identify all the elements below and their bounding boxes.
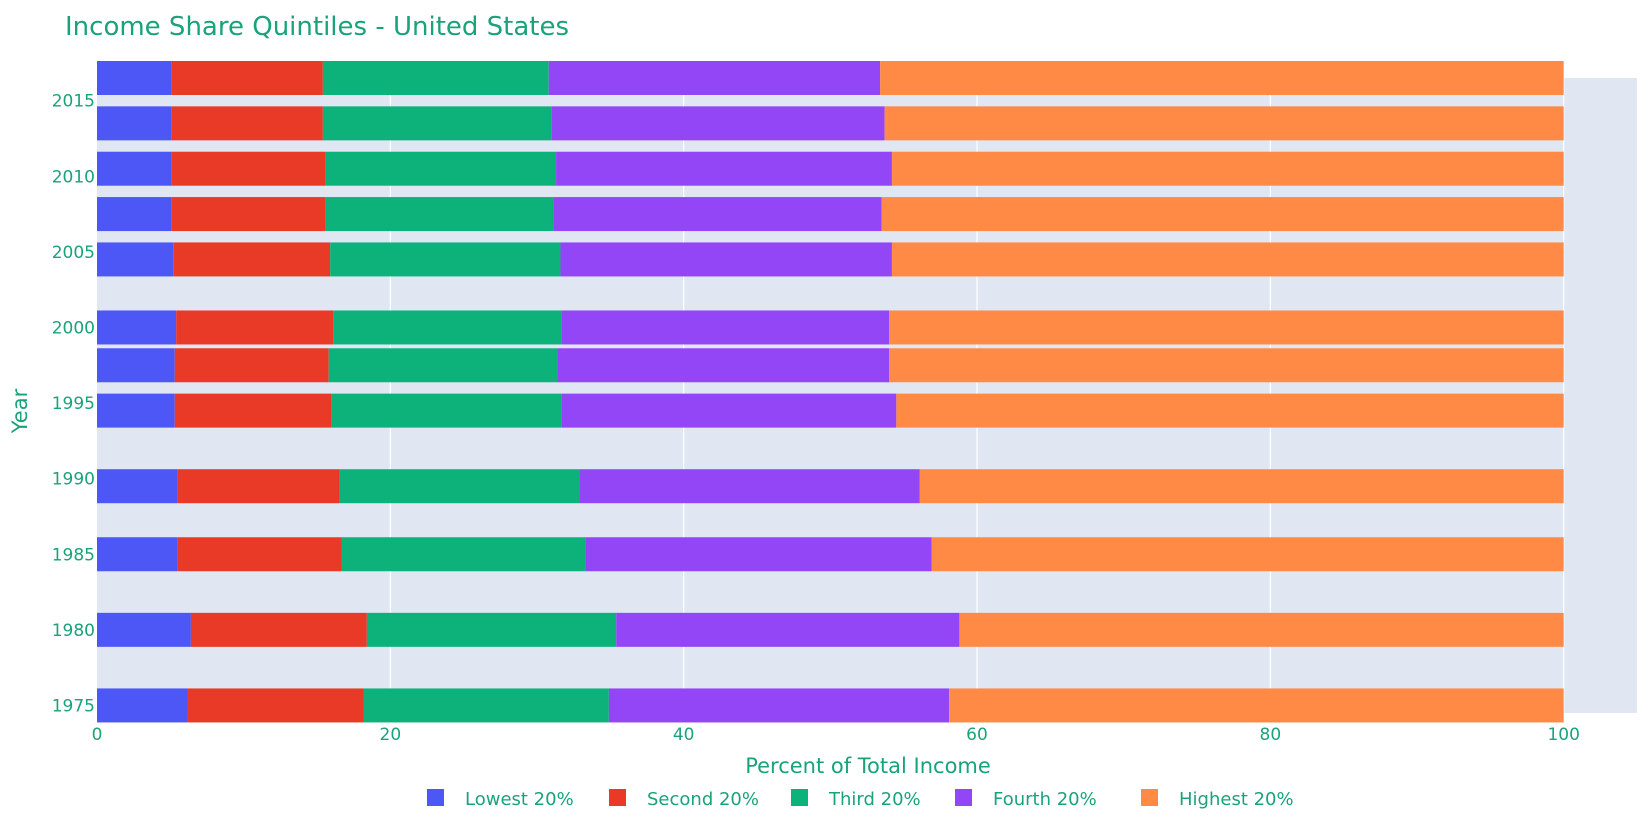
legend-label: Fourth 20%: [993, 789, 1097, 810]
bar-segment[interactable]: [177, 469, 339, 504]
bar-segment[interactable]: [187, 688, 364, 723]
bar-segment[interactable]: [341, 537, 586, 572]
x-tick-label: 0: [92, 725, 103, 745]
bar-segment[interactable]: [171, 197, 326, 232]
bar-segment[interactable]: [889, 310, 1564, 345]
bar-segment[interactable]: [97, 151, 172, 186]
legend-label: Lowest 20%: [465, 789, 574, 810]
bar-segment[interactable]: [553, 197, 882, 232]
bar-segment[interactable]: [325, 151, 557, 186]
bar-segment[interactable]: [176, 310, 334, 345]
legend-item[interactable]: Highest 20%: [1141, 789, 1294, 810]
x-tick-label: 60: [966, 725, 988, 745]
bar-segment[interactable]: [171, 61, 323, 95]
x-tick-label: 20: [380, 725, 402, 745]
legend-label: Highest 20%: [1179, 789, 1294, 810]
bar-segment[interactable]: [97, 469, 178, 504]
bar-segment[interactable]: [363, 688, 609, 723]
legend-swatch: [791, 789, 808, 806]
bar-segment[interactable]: [97, 393, 175, 428]
legend-swatch: [609, 789, 626, 806]
bar-segment[interactable]: [331, 393, 562, 428]
bar-segment[interactable]: [557, 348, 889, 383]
bar-segment[interactable]: [97, 537, 178, 572]
bar-segment[interactable]: [97, 106, 172, 141]
bar-segment[interactable]: [171, 106, 323, 141]
bar-segment[interactable]: [560, 242, 892, 277]
bar-segment[interactable]: [931, 537, 1564, 572]
x-tick-label: 80: [1260, 725, 1282, 745]
bar-segment[interactable]: [171, 151, 326, 186]
x-axis-ticks: 0 20 40 60 80 100: [92, 725, 1580, 745]
x-tick-label: 100: [1547, 725, 1579, 745]
bar-segment[interactable]: [949, 688, 1564, 723]
x-tick-label: 40: [673, 725, 695, 745]
legend[interactable]: Lowest 20% Second 20% Third 20% Fourth 20% H…: [427, 789, 1294, 810]
chart-title: Income Share Quintiles - United States: [65, 12, 569, 42]
bar-segment[interactable]: [561, 393, 897, 428]
bar-segment[interactable]: [174, 393, 332, 428]
legend-item[interactable]: Third 20%: [791, 789, 921, 810]
y-axis-ticks: 1975 1980 1985 1990 1995 2000 2005 2010 2015: [52, 92, 95, 717]
bar-segment[interactable]: [173, 242, 331, 277]
bar-segment[interactable]: [561, 310, 889, 345]
bar-segment[interactable]: [174, 348, 329, 383]
legend-item[interactable]: Lowest 20%: [427, 789, 574, 810]
legend-swatch: [427, 789, 444, 806]
bar-segment[interactable]: [97, 242, 174, 277]
legend-item[interactable]: Fourth 20%: [955, 789, 1097, 810]
bars: [97, 61, 1564, 723]
y-tick-label: 2005: [52, 243, 95, 263]
bar-segment[interactable]: [97, 688, 188, 723]
bar-segment[interactable]: [97, 310, 177, 345]
bar-segment[interactable]: [891, 242, 1564, 277]
bar-segment[interactable]: [333, 310, 562, 345]
bar-segment[interactable]: [328, 348, 558, 383]
y-tick-label: 2000: [52, 318, 95, 338]
bar-segment[interactable]: [579, 469, 920, 504]
bar-segment[interactable]: [959, 612, 1564, 647]
legend-label: Second 20%: [647, 789, 759, 810]
bar-segment[interactable]: [884, 106, 1564, 141]
bar-segment[interactable]: [616, 612, 960, 647]
x-axis-title: Percent of Total Income: [745, 754, 991, 778]
bar-segment[interactable]: [97, 612, 191, 647]
y-axis-title: Year: [8, 388, 32, 434]
bar-segment[interactable]: [177, 537, 342, 572]
y-tick-label: 1975: [52, 696, 95, 716]
legend-swatch: [955, 789, 972, 806]
bar-segment[interactable]: [97, 197, 172, 232]
bar-segment[interactable]: [322, 61, 549, 95]
bar-segment[interactable]: [548, 61, 881, 95]
bar-segment[interactable]: [551, 106, 885, 141]
y-tick-label: 1980: [52, 621, 95, 641]
y-tick-label: 1995: [52, 394, 95, 414]
bar-segment[interactable]: [608, 688, 950, 723]
bar-segment[interactable]: [896, 393, 1564, 428]
bar-segment[interactable]: [366, 612, 617, 647]
bar-segment[interactable]: [330, 242, 561, 277]
bar-segment[interactable]: [585, 537, 932, 572]
legend-label: Third 20%: [828, 789, 921, 810]
bar-segment[interactable]: [919, 469, 1564, 504]
bar-segment[interactable]: [190, 612, 367, 647]
bar-segment[interactable]: [881, 197, 1564, 232]
bar-segment[interactable]: [556, 151, 892, 186]
bar-segment[interactable]: [880, 61, 1564, 95]
bar-segment[interactable]: [889, 348, 1564, 383]
bar-segment[interactable]: [325, 197, 554, 232]
bar-segment[interactable]: [97, 61, 172, 95]
bar-segment[interactable]: [339, 469, 580, 504]
legend-item[interactable]: Second 20%: [609, 789, 759, 810]
bar-segment[interactable]: [891, 151, 1564, 186]
y-tick-label: 1990: [52, 470, 95, 490]
bar-segment[interactable]: [97, 348, 175, 383]
legend-swatch: [1141, 789, 1158, 806]
y-tick-label: 2015: [52, 92, 95, 112]
bar-segment[interactable]: [322, 106, 552, 141]
y-tick-label: 2010: [52, 167, 95, 187]
y-tick-label: 1985: [52, 545, 95, 565]
